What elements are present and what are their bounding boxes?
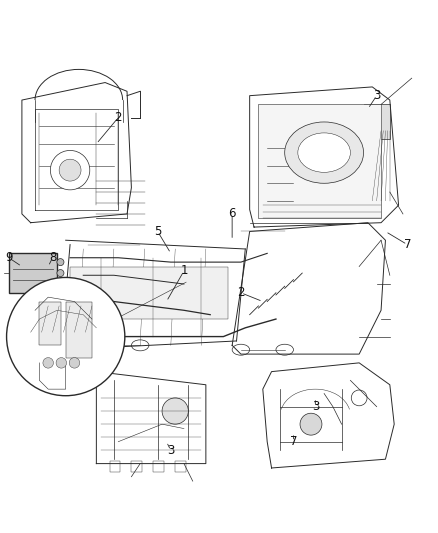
Ellipse shape	[131, 340, 149, 351]
Bar	[258, 104, 381, 219]
Bar	[153, 462, 164, 472]
Text: 3: 3	[312, 400, 319, 413]
Bar	[70, 266, 228, 319]
Ellipse shape	[79, 340, 96, 351]
Circle shape	[57, 259, 64, 265]
Text: 8: 8	[49, 251, 56, 264]
Circle shape	[56, 358, 67, 368]
Bar	[131, 462, 142, 472]
Bar	[39, 302, 61, 345]
Text: 2: 2	[237, 286, 245, 300]
Ellipse shape	[298, 133, 350, 172]
Circle shape	[50, 150, 90, 190]
Ellipse shape	[276, 344, 293, 355]
Circle shape	[59, 159, 81, 181]
Text: 9: 9	[5, 251, 13, 264]
Text: 2: 2	[57, 374, 65, 387]
Bar	[66, 302, 92, 359]
Text: 7: 7	[290, 435, 297, 448]
Circle shape	[162, 398, 188, 424]
Circle shape	[57, 280, 64, 287]
Text: 3: 3	[167, 444, 174, 457]
Text: 7: 7	[403, 238, 411, 251]
Circle shape	[43, 358, 53, 368]
Bar	[175, 462, 186, 472]
Bar	[364, 104, 390, 140]
Circle shape	[300, 413, 322, 435]
Ellipse shape	[232, 344, 250, 355]
Text: 3: 3	[373, 89, 380, 102]
Bar	[9, 253, 57, 293]
Text: 2: 2	[114, 111, 122, 124]
Circle shape	[57, 270, 64, 277]
Text: 5: 5	[154, 225, 161, 238]
Ellipse shape	[285, 122, 364, 183]
Circle shape	[7, 278, 125, 395]
Circle shape	[351, 390, 367, 406]
Bar	[110, 462, 120, 472]
Text: 6: 6	[228, 207, 236, 221]
Circle shape	[69, 358, 80, 368]
Text: 1: 1	[180, 264, 188, 277]
